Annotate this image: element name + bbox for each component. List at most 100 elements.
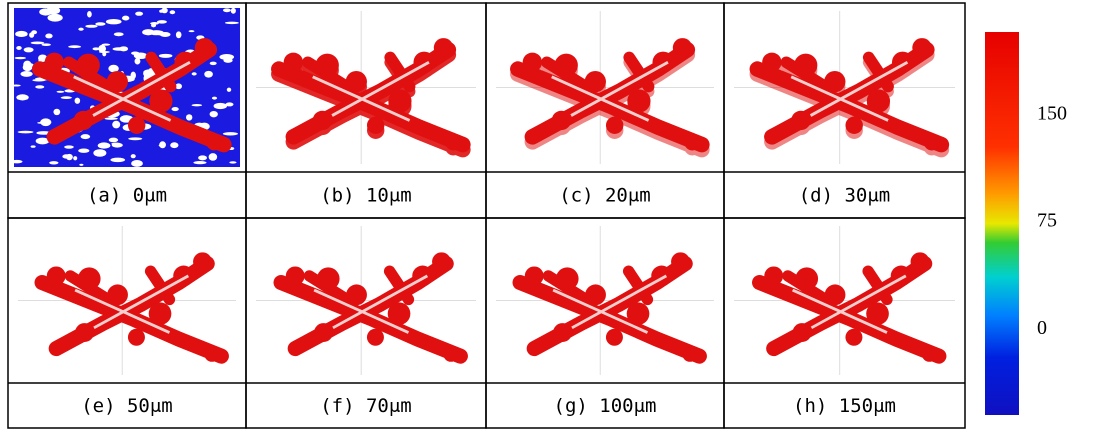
speckle: [73, 156, 77, 160]
panel-image: [256, 11, 476, 164]
speckle: [159, 54, 173, 58]
speckle: [114, 32, 124, 36]
speckle: [198, 155, 207, 160]
speckle: [161, 8, 167, 14]
speckle: [210, 111, 218, 117]
speckle: [112, 121, 120, 129]
speckle: [31, 42, 45, 45]
speckle: [61, 96, 72, 99]
speckle: [192, 104, 202, 106]
speckle: [214, 103, 227, 109]
speckle: [219, 54, 234, 60]
speckle: [20, 71, 32, 77]
panel-image: [496, 11, 714, 164]
speckle: [106, 19, 122, 24]
panel-caption: (h) 150μm: [793, 395, 896, 417]
speckle: [23, 61, 31, 69]
speckle: [18, 131, 34, 134]
speckle: [204, 71, 213, 78]
speckle: [64, 145, 74, 148]
speckle: [110, 158, 125, 162]
panel-image: [496, 226, 714, 375]
colorbar-tick-label: 0: [1037, 317, 1047, 339]
specimen: [520, 252, 699, 361]
panel-image: [11, 6, 240, 167]
speckle: [170, 142, 178, 148]
panel-caption: (e) 50μm: [81, 395, 173, 417]
speckle: [192, 72, 197, 75]
speckle: [135, 12, 143, 16]
speckle: [225, 102, 233, 106]
speckle: [45, 33, 52, 38]
page: {"panels": ["(a) 0μm", "(b) 10μm", "(c) …: [0, 0, 1115, 432]
speckle: [186, 114, 192, 120]
speckle: [128, 137, 142, 140]
speckle: [16, 94, 28, 100]
speckle: [122, 16, 129, 21]
speckle: [113, 47, 126, 51]
panel-caption: (d) 30μm: [799, 185, 891, 207]
speckle: [99, 51, 110, 53]
speckle: [11, 160, 22, 163]
speckle: [81, 134, 91, 139]
specimen: [281, 252, 460, 361]
speckle: [41, 43, 50, 46]
speckle: [227, 88, 231, 92]
panel-caption: (g) 100μm: [554, 395, 657, 417]
speckle: [62, 154, 70, 158]
specimen: [760, 252, 939, 361]
speckle: [15, 57, 26, 59]
colorbar: [985, 32, 1019, 415]
speckle: [172, 107, 179, 111]
speckle: [176, 31, 182, 38]
speckle: [170, 10, 176, 14]
speckle: [51, 15, 56, 17]
panel-grid: (a) 0μm (b) 10μm (c) 20μm (d) 30μm (e) 50μm (…: [8, 3, 965, 428]
speckle: [35, 85, 44, 88]
speckle: [29, 32, 34, 38]
speckle: [68, 45, 81, 48]
speckle: [231, 8, 236, 14]
speckle: [87, 11, 92, 17]
speckle: [75, 98, 81, 104]
speckle: [78, 149, 89, 153]
panel-caption: (f) 70μm: [320, 395, 412, 417]
speckle: [24, 47, 34, 52]
speckle: [93, 47, 100, 50]
figure: (a) 0μm (b) 10μm (c) 20μm (d) 30μm (e) 50μm (…: [0, 0, 1115, 432]
panel-caption: (a) 0μm: [87, 185, 167, 207]
speckle: [85, 25, 97, 28]
speckle: [193, 161, 206, 164]
colorbar-tick-label: 150: [1037, 102, 1067, 124]
panel-image: [734, 11, 955, 164]
speckle: [111, 143, 120, 146]
speckle: [210, 62, 217, 65]
speckle: [40, 118, 51, 126]
speckle: [109, 138, 118, 143]
speckle: [39, 8, 52, 15]
panel-caption: (c) 20μm: [559, 185, 651, 207]
specimen: [42, 252, 221, 361]
colorbar-tick-label: 75: [1037, 210, 1057, 232]
speckle: [225, 22, 239, 24]
speckle: [15, 31, 27, 37]
speckle: [159, 144, 166, 147]
speckle: [11, 85, 21, 87]
speckle: [57, 91, 65, 93]
panel-image: [18, 226, 236, 375]
speckle: [31, 145, 36, 147]
speckle: [105, 117, 118, 120]
speckle: [131, 160, 143, 167]
speckle: [212, 97, 217, 100]
speckle: [49, 161, 58, 164]
speckle: [32, 79, 45, 81]
speckle: [189, 30, 195, 32]
speckle: [78, 28, 83, 31]
speckle: [98, 142, 111, 148]
panel-caption: (b) 10μm: [320, 185, 412, 207]
speckle: [53, 109, 60, 115]
speckle: [223, 8, 231, 12]
speckle: [223, 132, 238, 135]
panel-image: [256, 226, 476, 375]
speckle: [209, 153, 218, 161]
